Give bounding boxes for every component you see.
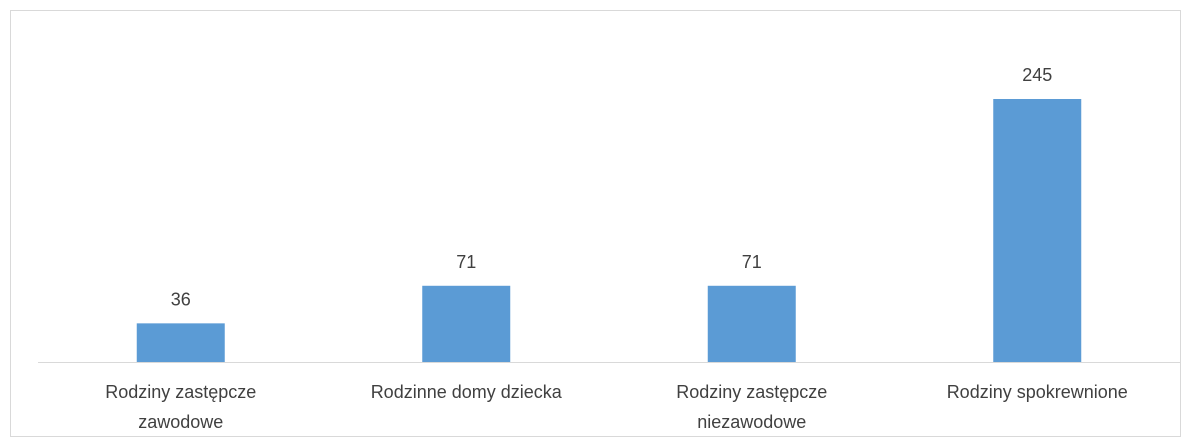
data-label: 245: [1022, 65, 1052, 85]
x-tick-label: Rodziny zastępcze niezawodowe: [676, 382, 828, 432]
bar: [707, 285, 796, 362]
x-tick-label: Rodzinne domy dziecka: [370, 382, 562, 402]
x-tick-label: Rodziny zastępcze zawodowe: [105, 382, 257, 432]
data-label: 36: [171, 289, 191, 309]
x-tick-label: Rodziny spokrewnione: [946, 382, 1128, 402]
data-label: 71: [456, 252, 476, 272]
bar: [136, 323, 225, 362]
data-label: 71: [742, 252, 762, 272]
chart-border: [10, 10, 1181, 437]
bar: [993, 99, 1082, 362]
bar: [422, 285, 511, 362]
